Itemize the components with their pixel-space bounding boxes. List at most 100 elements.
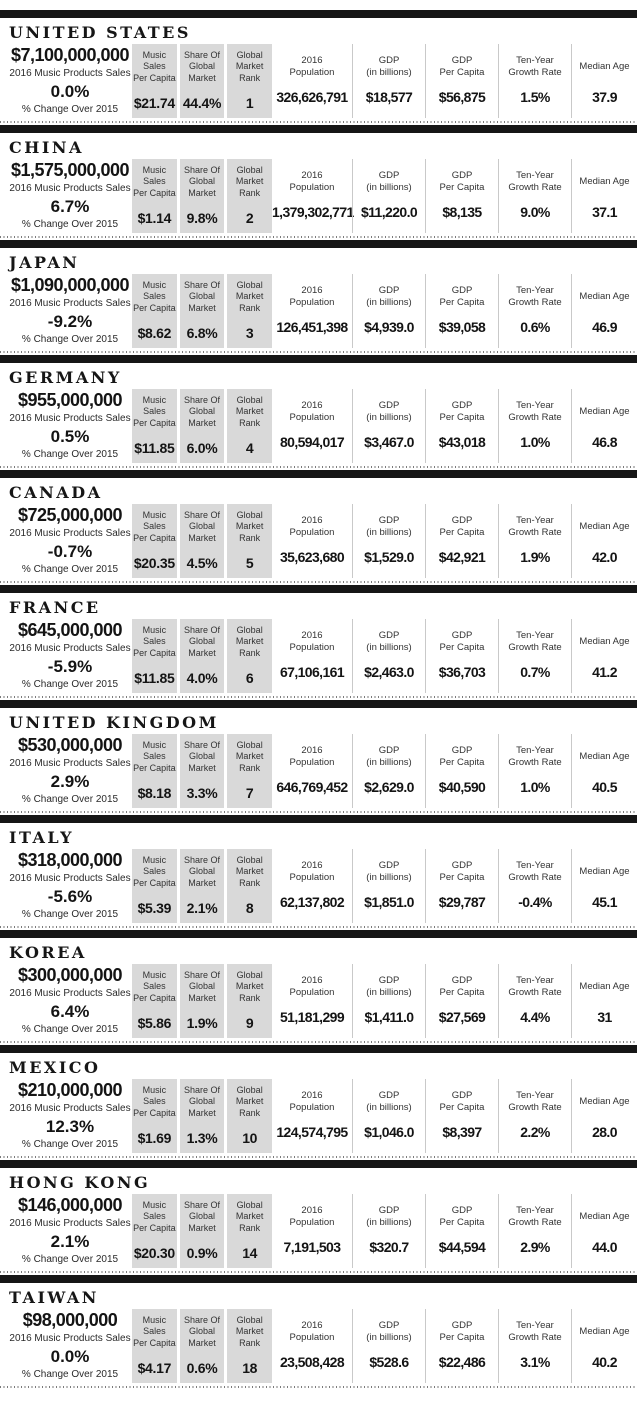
gdp-per-capita-value: $27,569 [438, 1009, 486, 1025]
market-share-label: Share Of Global Market [183, 165, 221, 198]
music-sales-label: 2016 Music Products Sales [9, 758, 131, 770]
market-share-label: Share Of Global Market [183, 1200, 221, 1233]
gdp-label: GDP (in billions) [366, 1205, 412, 1228]
market-rank-label: Global Market Rank [235, 970, 264, 1003]
country-name: FRANCE [9, 598, 101, 617]
gdp-label: GDP (in billions) [366, 55, 412, 78]
gdp-column: GDP (in billions) $11,220.0 [352, 159, 425, 233]
market-share-cell: Share Of Global Market 1.9% [179, 964, 225, 1038]
growth-rate-column: Ten-Year Growth Rate 2.9% [498, 1194, 571, 1268]
perforation-line [0, 1271, 637, 1273]
growth-rate-label: Ten-Year Growth Rate [508, 745, 562, 768]
gdp-column: GDP (in billions) $320.7 [352, 1194, 425, 1268]
perforation-line [0, 1386, 637, 1388]
market-rank-label: Global Market Rank [235, 625, 264, 658]
sales-change-value: 6.7% [50, 196, 90, 216]
gdp-label: GDP (in billions) [366, 515, 412, 538]
population-label: 2016 Population [289, 975, 335, 998]
sales-change-label: % Change Over 2015 [21, 448, 119, 460]
gdp-column: GDP (in billions) $3,467.0 [352, 389, 425, 463]
divider-bar [0, 585, 637, 593]
market-rank-value: 1 [245, 95, 254, 111]
market-share-label: Share Of Global Market [183, 740, 221, 773]
sales-change-label: % Change Over 2015 [21, 103, 119, 115]
music-sales-value: $725,000,000 [17, 505, 123, 525]
country-name: JAPAN [9, 253, 80, 272]
median-age-value: 45.1 [592, 894, 617, 910]
growth-rate-column: Ten-Year Growth Rate 1.9% [498, 504, 571, 578]
median-age-value: 37.9 [592, 89, 617, 105]
per-capita-label: Music Sales Per Capita [133, 165, 176, 198]
sales-change-label: % Change Over 2015 [21, 908, 119, 920]
perforation-line [0, 236, 637, 238]
perforation-line [0, 466, 637, 468]
perforation-line [0, 121, 637, 123]
market-share-value: 4.5% [186, 555, 218, 571]
gdp-per-capita-column: GDP Per Capita $36,703 [425, 619, 498, 693]
population-label: 2016 Population [289, 745, 335, 768]
growth-rate-value: 1.0% [520, 434, 550, 450]
median-age-value: 46.9 [592, 319, 617, 335]
population-value: 67,106,161 [279, 664, 345, 680]
music-sales-value: $146,000,000 [17, 1195, 123, 1215]
per-capita-cell: Music Sales Per Capita $8.62 [132, 274, 177, 348]
median-age-value: 31 [597, 1009, 612, 1025]
country-stats-row: $300,000,000 2016 Music Products Sales 6… [0, 964, 637, 1038]
gdp-per-capita-label: GDP Per Capita [439, 975, 485, 998]
gdp-label: GDP (in billions) [366, 745, 412, 768]
population-value: 23,508,428 [279, 1354, 345, 1370]
median-age-column: Median Age 37.9 [571, 44, 637, 118]
median-age-value: 40.2 [592, 1354, 617, 1370]
music-sales-value: $1,575,000,000 [10, 160, 130, 180]
market-share-value: 4.0% [186, 670, 218, 686]
country-name: CHINA [9, 138, 84, 157]
gdp-per-capita-label: GDP Per Capita [439, 55, 485, 78]
gdp-per-capita-value: $56,875 [438, 89, 486, 105]
market-stats-box: Music Sales Per Capita $8.18 Share Of Gl… [132, 734, 273, 808]
median-age-column: Median Age 40.2 [571, 1309, 637, 1383]
gdp-column: GDP (in billions) $2,629.0 [352, 734, 425, 808]
gdp-label: GDP (in billions) [366, 860, 412, 883]
sales-summary: $300,000,000 2016 Music Products Sales 6… [8, 964, 132, 1038]
market-rank-cell: Global Market Rank 6 [227, 619, 273, 693]
population-value: 7,191,503 [283, 1239, 341, 1255]
median-age-label: Median Age [579, 1326, 630, 1338]
music-sales-infographic: { "colors": { "bar": "#161616", "stat_ce… [0, 10, 637, 1401]
growth-rate-label: Ten-Year Growth Rate [508, 860, 562, 883]
sales-change-value: 2.9% [50, 771, 90, 791]
population-column: 2016 Population 62,137,802 [272, 849, 352, 923]
sales-summary: $146,000,000 2016 Music Products Sales 2… [8, 1194, 132, 1268]
divider-bar [0, 815, 637, 823]
country-section: MEXICO $210,000,000 2016 Music Products … [0, 1053, 637, 1168]
market-share-label: Share Of Global Market [183, 50, 221, 83]
gdp-column: GDP (in billions) $4,939.0 [352, 274, 425, 348]
population-value: 80,594,017 [279, 434, 345, 450]
country-stats-row: $725,000,000 2016 Music Products Sales -… [0, 504, 637, 578]
median-age-value: 41.2 [592, 664, 617, 680]
market-rank-label: Global Market Rank [235, 1085, 264, 1118]
country-name: GERMANY [9, 368, 122, 387]
perforation-line [0, 811, 637, 813]
perforation-line [0, 1041, 637, 1043]
country-section: UNITED STATES $7,100,000,000 2016 Music … [0, 18, 637, 133]
market-share-cell: Share Of Global Market 6.8% [179, 274, 225, 348]
sales-change-value: 0.5% [50, 426, 90, 446]
country-name: UNITED STATES [9, 23, 191, 42]
section-divider [0, 696, 637, 708]
gdp-value: $2,463.0 [364, 664, 414, 680]
per-capita-cell: Music Sales Per Capita $21.74 [132, 44, 177, 118]
music-sales-label: 2016 Music Products Sales [9, 988, 131, 1000]
population-label: 2016 Population [289, 630, 335, 653]
country-stats-row: $318,000,000 2016 Music Products Sales -… [0, 849, 637, 923]
gdp-per-capita-column: GDP Per Capita $29,787 [425, 849, 498, 923]
growth-rate-label: Ten-Year Growth Rate [508, 170, 562, 193]
sales-change-value: 2.1% [50, 1231, 90, 1251]
gdp-value: $11,220.0 [360, 204, 418, 220]
median-age-label: Median Age [579, 1096, 630, 1108]
market-rank-cell: Global Market Rank 7 [227, 734, 273, 808]
population-value: 35,623,680 [279, 549, 345, 565]
music-sales-label: 2016 Music Products Sales [9, 183, 131, 195]
country-section: GERMANY $955,000,000 2016 Music Products… [0, 363, 637, 478]
gdp-label: GDP (in billions) [366, 1090, 412, 1113]
gdp-per-capita-value: $40,590 [438, 779, 486, 795]
